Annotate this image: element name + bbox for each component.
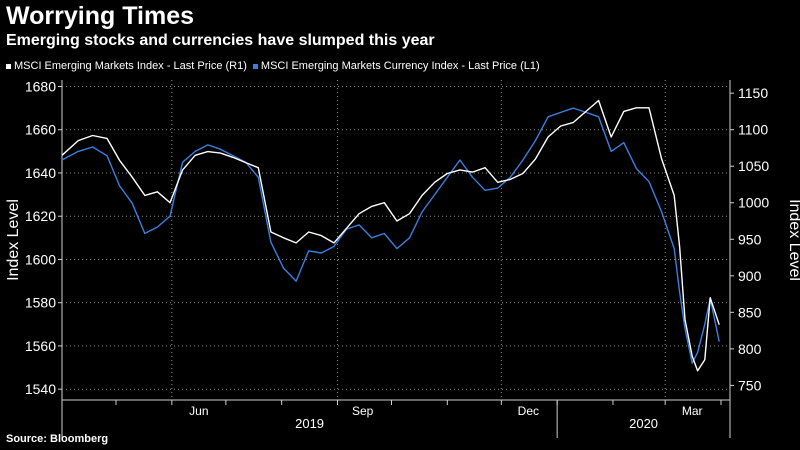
source-note: Source: Bloomberg (6, 433, 109, 445)
left-tick-label: 1640 (25, 165, 56, 181)
right-tick-label: 1050 (738, 158, 769, 174)
legend-label-msci-index: MSCI Emerging Markets Index - Last Price… (14, 60, 247, 72)
left-tick-label: 1680 (25, 78, 56, 94)
right-tick-label: 1150 (738, 85, 768, 101)
year-label-2019: 2019 (295, 416, 324, 431)
series-line-currency-index (61, 107, 720, 364)
chart-title: Worrying Times (6, 2, 195, 30)
right-axis-title: Index Level (786, 199, 800, 281)
left-tick-label: 1660 (25, 122, 56, 138)
left-tick-label: 1540 (25, 381, 56, 397)
legend-item-msci-index: MSCI Emerging Markets Index - Last Price… (6, 60, 247, 72)
right-tick-label: 1100 (738, 122, 768, 138)
left-axis-title: Index Level (5, 199, 22, 281)
series-line-msci-index (61, 99, 720, 372)
legend-label-currency-index: MSCI Emerging Markets Currency Index - L… (260, 60, 540, 72)
right-tick-label: 850 (738, 304, 762, 320)
left-tick-label: 1560 (25, 338, 56, 354)
right-tick-label: 800 (738, 341, 762, 357)
legend: MSCI Emerging Markets Index - Last Price… (6, 60, 546, 72)
x-tick-label: Mar (682, 404, 703, 418)
right-tick-label: 1000 (738, 195, 769, 211)
x-tick-label: Jun (189, 404, 208, 418)
left-tick-label: 1620 (25, 208, 56, 224)
legend-swatch-blue (252, 63, 258, 69)
chart-subtitle: Emerging stocks and currencies have slum… (6, 32, 435, 49)
x-tick-label: Dec (518, 404, 539, 418)
right-tick-label: 900 (738, 268, 762, 284)
legend-swatch-white (6, 63, 11, 69)
x-tick-label: Sep (352, 404, 374, 418)
right-tick-label: 950 (738, 231, 762, 247)
right-tick-label: 750 (738, 377, 762, 393)
legend-item-currency-index: MSCI Emerging Markets Currency Index - L… (252, 60, 540, 72)
year-label-2020: 2020 (629, 416, 658, 431)
left-tick-label: 1600 (25, 251, 56, 267)
left-tick-label: 1580 (25, 295, 56, 311)
